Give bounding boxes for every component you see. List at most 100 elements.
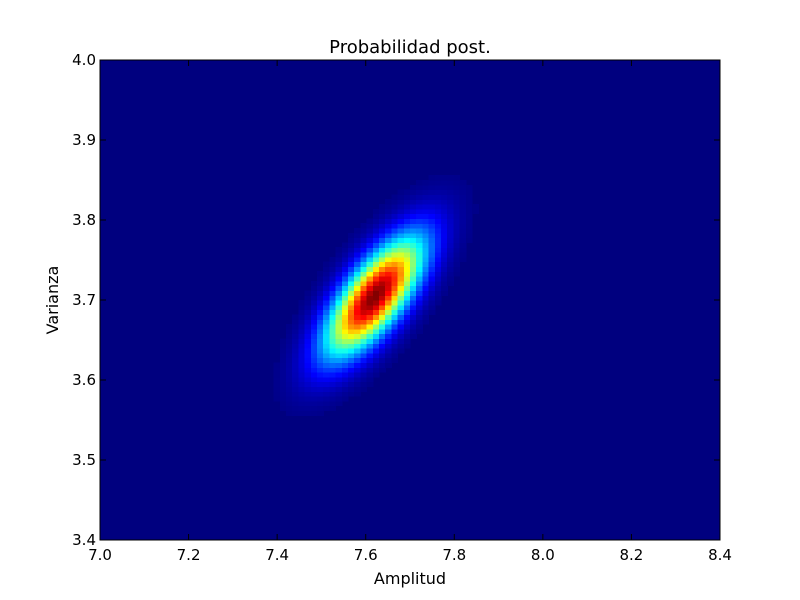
heatmap-cell (354, 300, 361, 306)
heatmap-cell (410, 228, 417, 234)
heatmap-cell (416, 266, 423, 272)
heatmap-cell (379, 348, 386, 354)
heatmap-cell (335, 280, 343, 287)
heatmap-cell (372, 314, 380, 320)
heatmap-cell (366, 285, 374, 291)
heatmap-cell (385, 304, 392, 311)
heatmap-cell (273, 381, 281, 387)
heatmap-cell (379, 285, 386, 291)
heatmap-cell (292, 357, 299, 363)
heatmap-cell (434, 218, 442, 224)
heatmap-cell (372, 280, 380, 287)
heatmap-cell (372, 256, 380, 263)
heatmap-cell (298, 314, 306, 320)
heatmap-cell (465, 232, 473, 239)
heatmap-cell (403, 343, 411, 349)
heatmap-cell (366, 348, 374, 354)
heatmap-cell (422, 189, 430, 195)
heatmap-cell (372, 261, 380, 267)
heatmap-cell (348, 372, 355, 378)
heatmap-cell (410, 247, 417, 253)
heatmap-cell (428, 175, 436, 181)
heatmap-cell (335, 338, 343, 344)
heatmap-cell (329, 300, 337, 306)
heatmap-cell (410, 328, 417, 335)
heatmap-cell (354, 348, 361, 354)
heatmap-cell (385, 213, 392, 219)
heatmap-cell (335, 290, 343, 296)
y-tick-label: 3.6 (72, 371, 96, 389)
heatmap-cell (348, 256, 355, 263)
heatmap-cell (441, 208, 448, 215)
heatmap-cell (379, 237, 386, 243)
heatmap-cell (385, 218, 392, 224)
heatmap-cell (447, 175, 454, 181)
heatmap-cell (447, 208, 454, 215)
heatmap-cell (453, 218, 461, 224)
heatmap-cell (447, 180, 454, 186)
heatmap-cell (391, 319, 399, 325)
heatmap-cell (372, 232, 380, 239)
heatmap-cell (317, 381, 324, 387)
heatmap-cell (403, 261, 411, 267)
heatmap-cell (397, 309, 405, 315)
heatmap-cell (372, 357, 380, 363)
heatmap-cell (447, 247, 454, 253)
heatmap-cell (341, 367, 349, 373)
heatmap-cell (447, 252, 454, 258)
heatmap-cell (453, 213, 461, 219)
heatmap-cell (354, 319, 361, 325)
heatmap-cell (366, 261, 374, 267)
heatmap-cell (441, 280, 448, 287)
heatmap-cell (372, 300, 380, 306)
x-tick-label: 7.0 (88, 546, 112, 564)
heatmap-cell (360, 223, 368, 229)
heatmap-cell (310, 300, 318, 306)
heatmap-cell (422, 266, 430, 272)
heatmap-cell (422, 319, 430, 325)
heatmap-cell (286, 362, 293, 368)
heatmap-cell (453, 199, 461, 205)
heatmap-cell (428, 218, 436, 224)
heatmap-cell (416, 218, 423, 224)
heatmap-cell (403, 314, 411, 320)
heatmap-cell (323, 324, 330, 330)
heatmap-cell (441, 290, 448, 296)
heatmap-cell (348, 271, 355, 277)
heatmap-cell (410, 237, 417, 243)
heatmap-cell (385, 232, 392, 239)
heatmap-cell (323, 400, 330, 407)
heatmap-cell (434, 199, 442, 205)
heatmap-cell (341, 280, 349, 287)
heatmap-cell (459, 213, 467, 219)
heatmap-cell (397, 266, 405, 272)
heatmap-cell (279, 400, 287, 407)
heatmap-cell (341, 300, 349, 306)
heatmap-cell (441, 194, 448, 200)
heatmap-cell (329, 324, 337, 330)
heatmap-cell (286, 352, 293, 359)
heatmap-cell (385, 223, 392, 229)
heatmap-cell (385, 343, 392, 349)
heatmap-cell (379, 232, 386, 239)
heatmap-cell (304, 324, 312, 330)
heatmap-cell (441, 285, 448, 291)
heatmap-cell (354, 338, 361, 344)
heatmap-cell (323, 304, 330, 311)
heatmap-cell (416, 328, 423, 335)
heatmap-cell (366, 324, 374, 330)
heatmap-cell (354, 261, 361, 267)
heatmap-cell (292, 348, 299, 354)
heatmap-cell (428, 290, 436, 296)
x-tick-label: 8.4 (708, 546, 732, 564)
heatmap-cell (317, 280, 324, 287)
heatmap-cell (323, 300, 330, 306)
heatmap-cell (317, 362, 324, 368)
heatmap-cell (335, 314, 343, 320)
heatmap-cell (317, 343, 324, 349)
heatmap-cell (441, 261, 448, 267)
heatmap-cell (335, 300, 343, 306)
heatmap-cell (298, 333, 306, 339)
heatmap-cell (428, 261, 436, 267)
heatmap-cell (323, 314, 330, 320)
